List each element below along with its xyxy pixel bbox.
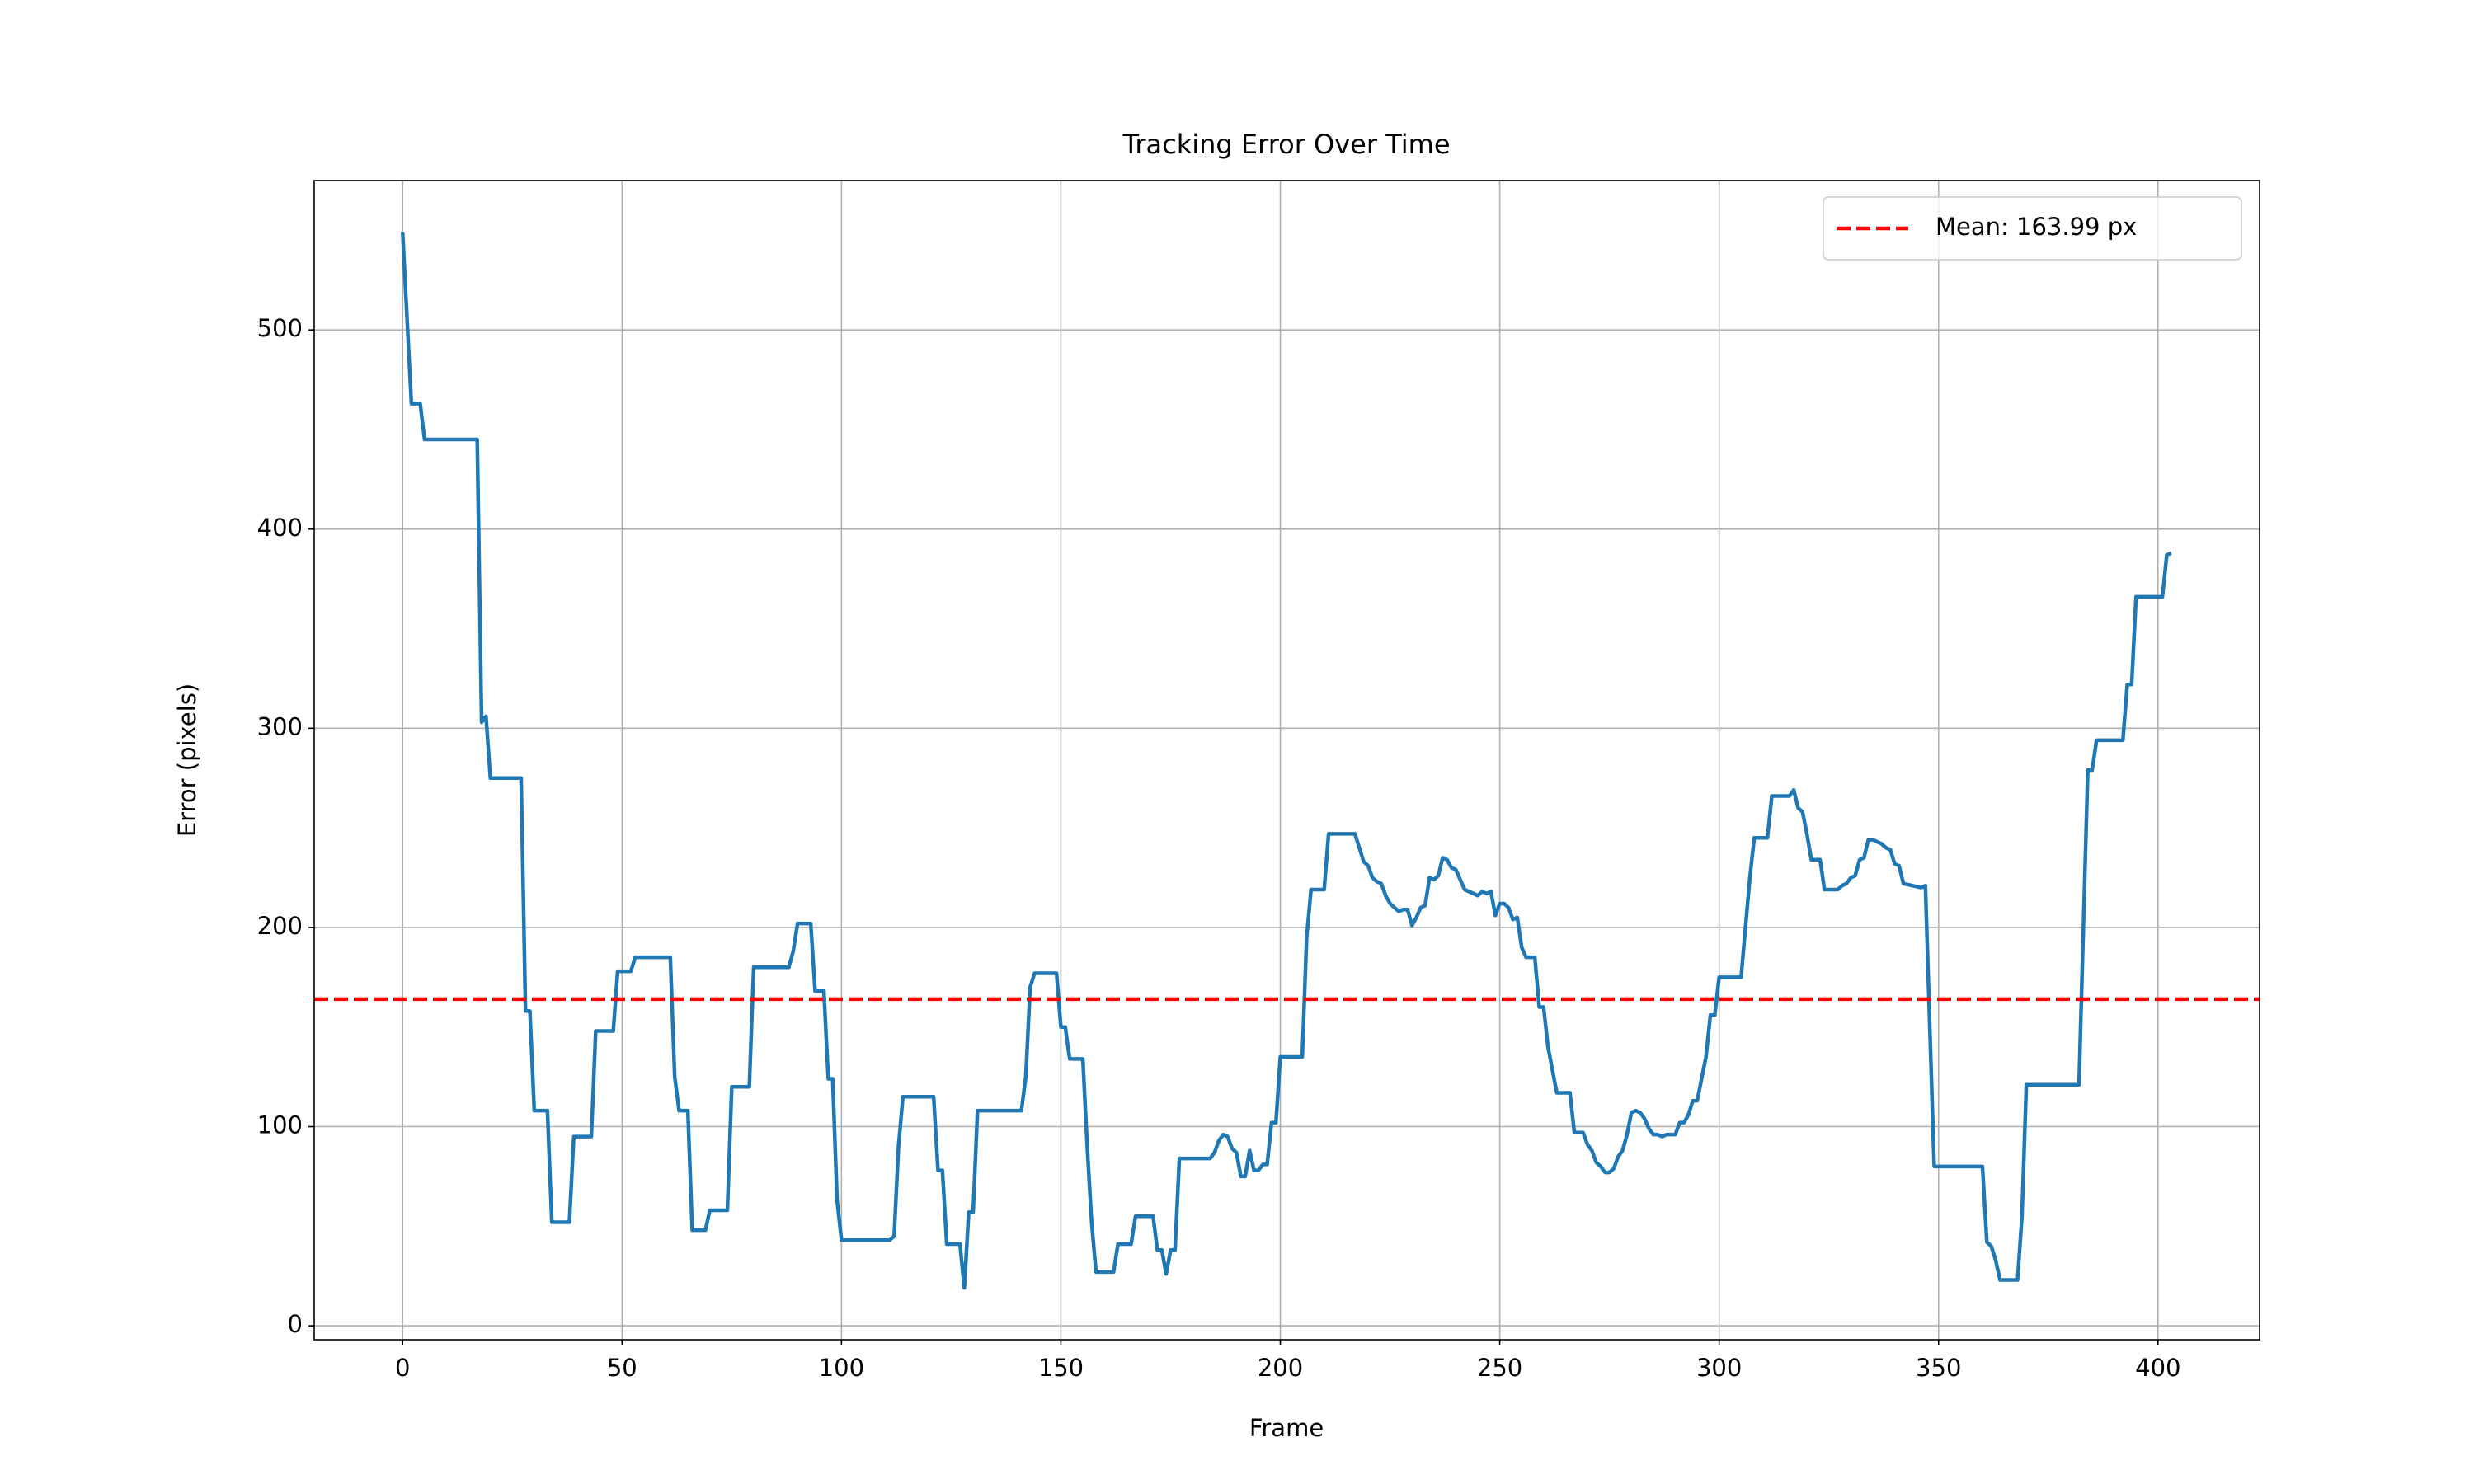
x-tick-label: 50 (607, 1354, 637, 1382)
data-line (400, 232, 2172, 1290)
x-tick-label: 400 (2135, 1354, 2180, 1382)
y-tick-label: 200 (257, 912, 303, 940)
legend-box (1823, 196, 2242, 261)
axes-frame (313, 180, 2260, 1341)
legend-label: Mean: 163.99 px (1935, 213, 2137, 241)
x-tick-label: 100 (819, 1354, 864, 1382)
x-axis-label: Frame (1249, 1414, 1324, 1442)
y-tick-label: 300 (257, 712, 303, 740)
x-tick-label: 300 (1696, 1354, 1742, 1382)
x-tick-label: 0 (395, 1354, 410, 1382)
x-tick-label: 200 (1258, 1354, 1303, 1382)
y-tick-label: 500 (257, 314, 303, 342)
y-tick-label: 100 (257, 1111, 303, 1139)
y-tick-label: 400 (257, 514, 303, 542)
x-tick-label: 350 (1916, 1354, 1961, 1382)
x-tick-label: 250 (1477, 1354, 1522, 1382)
y-tick-label: 0 (288, 1310, 303, 1338)
y-axis-label: Error (pixels) (173, 683, 201, 837)
x-tick-label: 150 (1038, 1354, 1084, 1382)
chart-title: Tracking Error Over Time (1122, 129, 1450, 160)
